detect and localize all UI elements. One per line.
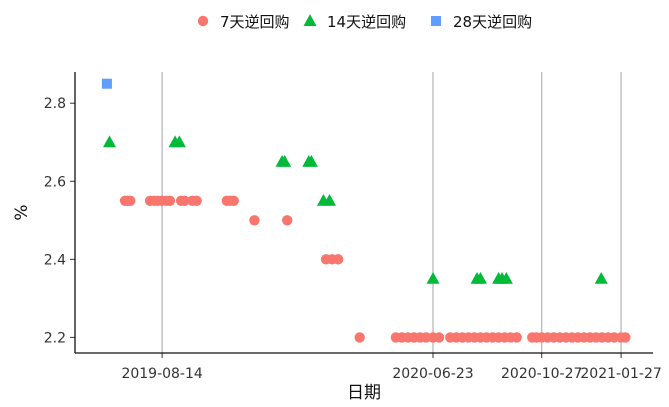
data-point xyxy=(594,272,608,284)
data-points xyxy=(101,78,631,343)
legend-key xyxy=(197,15,209,27)
tick-labels: 2019-08-14 2020-06-23 2020-10-272021-01-27… xyxy=(44,96,662,382)
data-point xyxy=(179,195,190,206)
data-point xyxy=(164,195,176,206)
data-point xyxy=(511,332,522,343)
data-point xyxy=(433,332,445,343)
y-tick-label: 2.8 xyxy=(44,96,66,112)
y-tick-label: 2.4 xyxy=(44,252,66,268)
legend-key xyxy=(303,14,317,26)
data-point xyxy=(354,332,365,343)
y-tick-label: 2.6 xyxy=(44,174,66,190)
data-point xyxy=(228,195,239,206)
data-point xyxy=(249,215,260,226)
legend-label: 7天逆回购 xyxy=(220,13,290,31)
data-point xyxy=(125,195,136,206)
data-point xyxy=(278,154,292,167)
axes xyxy=(70,72,653,358)
legend-key xyxy=(431,16,441,26)
data-point xyxy=(426,272,440,284)
x-axis-title: 日期 xyxy=(347,383,381,403)
legend-label: 28天逆回购 xyxy=(453,13,532,31)
data-point xyxy=(499,272,513,284)
data-point xyxy=(473,272,487,284)
data-point xyxy=(101,78,112,89)
data-point xyxy=(322,193,336,206)
y-axis-title: % xyxy=(12,204,32,220)
data-point xyxy=(172,135,186,148)
legend-label: 14天逆回购 xyxy=(327,13,406,31)
x-tick-label: 2021-01-27 xyxy=(580,366,661,382)
data-point xyxy=(620,332,631,343)
data-point xyxy=(332,254,344,265)
x-tick-label: 2019-08-14 xyxy=(121,366,202,382)
x-tick-label: 2020-06-23 xyxy=(392,366,473,382)
x-tick-label: 2020-10-27 xyxy=(501,366,582,382)
grid-lines xyxy=(161,72,622,353)
y-tick-label: 2.2 xyxy=(44,330,66,346)
data-point xyxy=(191,195,202,206)
data-point xyxy=(103,135,117,148)
data-point xyxy=(304,154,318,167)
legend: 7天逆回购 14天逆回购 28天逆回购 xyxy=(197,13,532,31)
data-point xyxy=(282,215,293,226)
